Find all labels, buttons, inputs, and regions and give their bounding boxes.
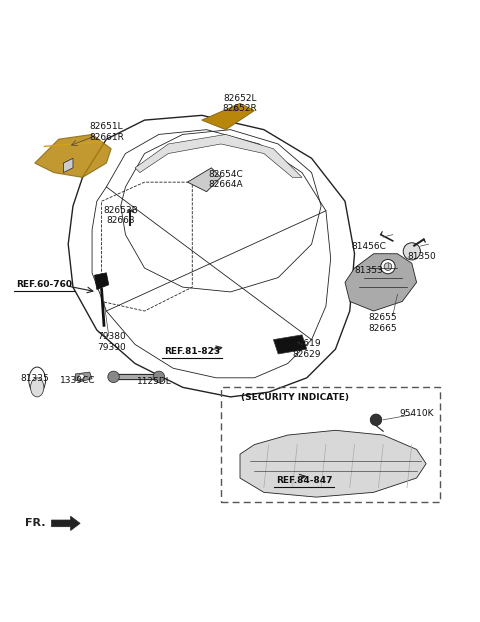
Text: 1125DL: 1125DL [137,377,171,386]
Polygon shape [345,254,417,311]
Text: 81456C: 81456C [351,242,386,251]
Circle shape [108,371,119,383]
Ellipse shape [29,367,46,393]
Polygon shape [188,168,221,192]
Ellipse shape [31,378,44,397]
Text: 82652L
82652R: 82652L 82652R [223,94,257,113]
Polygon shape [135,134,302,177]
Text: 81350: 81350 [407,252,436,261]
Text: 95410K: 95410K [399,409,434,418]
Polygon shape [75,372,92,382]
Text: 82651L
82661R: 82651L 82661R [89,123,124,142]
Circle shape [370,414,382,425]
Text: (SECURITY INDICATE): (SECURITY INDICATE) [241,393,349,402]
Text: FR.: FR. [25,518,46,528]
Polygon shape [51,516,80,531]
Text: REF.84-847: REF.84-847 [276,476,333,485]
Text: 82619
82629: 82619 82629 [292,340,321,359]
Circle shape [153,371,165,383]
Text: 1339CC: 1339CC [60,376,96,384]
Text: 81335: 81335 [21,374,49,383]
Polygon shape [95,273,109,289]
Circle shape [381,259,395,274]
Polygon shape [202,103,254,129]
Text: REF.81-823: REF.81-823 [164,347,220,356]
Circle shape [384,263,392,271]
Polygon shape [274,335,307,354]
Polygon shape [240,430,426,497]
Text: 82655
82665: 82655 82665 [369,313,397,333]
Text: 82654C
82664A: 82654C 82664A [208,170,243,190]
Text: 79380
79390: 79380 79390 [97,332,126,351]
Text: 81353: 81353 [354,266,383,275]
Polygon shape [63,158,73,173]
Circle shape [403,243,420,260]
Circle shape [79,374,84,379]
Text: 82653B
82663: 82653B 82663 [103,206,138,225]
Polygon shape [35,134,111,177]
Text: REF.60-760: REF.60-760 [16,281,72,289]
